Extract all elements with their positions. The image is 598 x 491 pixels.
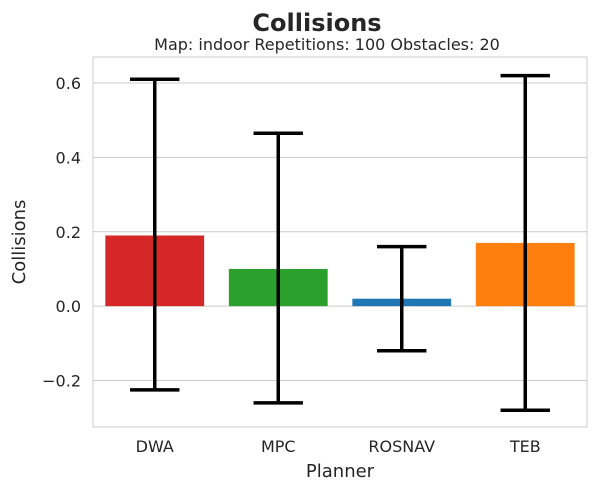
plot-area-frame [92, 56, 588, 428]
chart-subtitle: Map: indoor Repetitions: 100 Obstacles: … [154, 35, 500, 54]
chart-title: Collisions [252, 9, 381, 37]
y-tick-labels: −0.2 0.0 0.2 0.4 0.6 [42, 74, 81, 390]
x-tick-label: ROSNAV [368, 437, 435, 456]
x-tick-label: DWA [136, 437, 174, 456]
x-axis-label: Planner [306, 461, 375, 482]
y-tick-label: 0.2 [56, 223, 81, 242]
bars [105, 235, 575, 307]
gridlines [93, 82, 587, 382]
y-tick-label: 0.6 [56, 74, 81, 93]
y-axis-label: Collisions [9, 200, 30, 285]
y-tick-label: 0.4 [56, 148, 81, 167]
x-tick-label: TEB [509, 437, 541, 456]
y-tick-label: −0.2 [42, 372, 81, 391]
x-tick-labels: DWA MPC ROSNAV TEB [136, 437, 541, 456]
x-tick-label: MPC [261, 437, 296, 456]
y-tick-label: 0.0 [56, 297, 81, 316]
error-bars [130, 73, 550, 413]
